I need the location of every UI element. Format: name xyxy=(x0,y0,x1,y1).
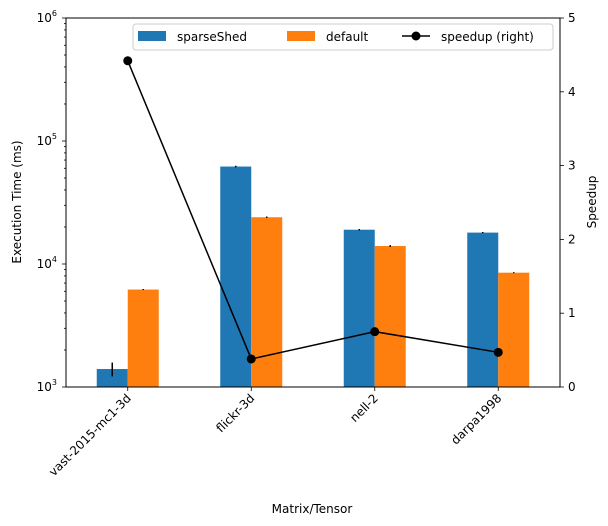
y2-tick-label-5: 5 xyxy=(568,11,576,25)
speedup-point-2 xyxy=(370,327,380,337)
legend-swatch-speedup-marker xyxy=(411,31,421,41)
plot-frame xyxy=(65,17,561,388)
x-tick-label-1: flickr-3d xyxy=(213,391,257,435)
y-tick-label-2: 105 xyxy=(37,132,57,148)
x-axis-ticks: vast-2015-mc1-3d flickr-3d nell-2 darpa1998 xyxy=(46,387,504,479)
y2-tick-label-1: 1 xyxy=(568,306,576,320)
y-axis-ticks: 103 104 105 106 xyxy=(37,9,66,394)
bar-sparseshed-1 xyxy=(220,166,252,387)
speedup-point-1 xyxy=(246,354,256,364)
bar-default-3 xyxy=(498,272,530,387)
x-tick-label-3: darpa1998 xyxy=(448,391,504,447)
error-bars-layer xyxy=(111,165,515,377)
y-axis-label: Execution Time (ms) xyxy=(10,140,24,263)
legend-label-sparseshed: sparseShed xyxy=(177,30,247,44)
y2-tick-label-4: 4 xyxy=(568,85,576,99)
x-tick-label-0: vast-2015-mc1-3d xyxy=(46,391,134,479)
speedup-line xyxy=(127,60,499,360)
bars-layer xyxy=(96,166,530,387)
x-tick-label-2: nell-2 xyxy=(347,391,381,425)
legend-swatch-default xyxy=(287,31,315,41)
bar-default-0 xyxy=(127,289,159,387)
y2-axis-ticks: 0 1 2 3 4 5 xyxy=(560,11,576,394)
legend-box xyxy=(132,23,554,51)
bar-default-1 xyxy=(251,217,283,387)
y2-tick-label-0: 0 xyxy=(568,380,576,394)
y2-axis-label: Speedup xyxy=(585,176,599,229)
speedup-point-0 xyxy=(123,56,133,66)
legend-label-default: default xyxy=(326,30,369,44)
bar-sparseshed-0 xyxy=(96,369,128,387)
bar-default-2 xyxy=(374,246,406,387)
legend-swatch-sparseshed xyxy=(138,31,166,41)
y2-tick-label-2: 2 xyxy=(568,232,576,246)
y-tick-label-0: 103 xyxy=(37,378,57,394)
speedup-line-layer xyxy=(123,56,503,364)
y2-tick-label-3: 3 xyxy=(568,159,576,173)
legend: sparseShed default speedup (right) xyxy=(132,23,554,51)
legend-label-speedup: speedup (right) xyxy=(441,30,534,44)
y-tick-label-3: 106 xyxy=(37,9,57,25)
bar-sparseshed-3 xyxy=(467,232,499,387)
y-tick-label-1: 104 xyxy=(37,255,57,271)
speedup-point-3 xyxy=(493,347,503,357)
x-axis-label: Matrix/Tensor xyxy=(272,502,353,516)
bar-sparseshed-2 xyxy=(343,229,375,387)
